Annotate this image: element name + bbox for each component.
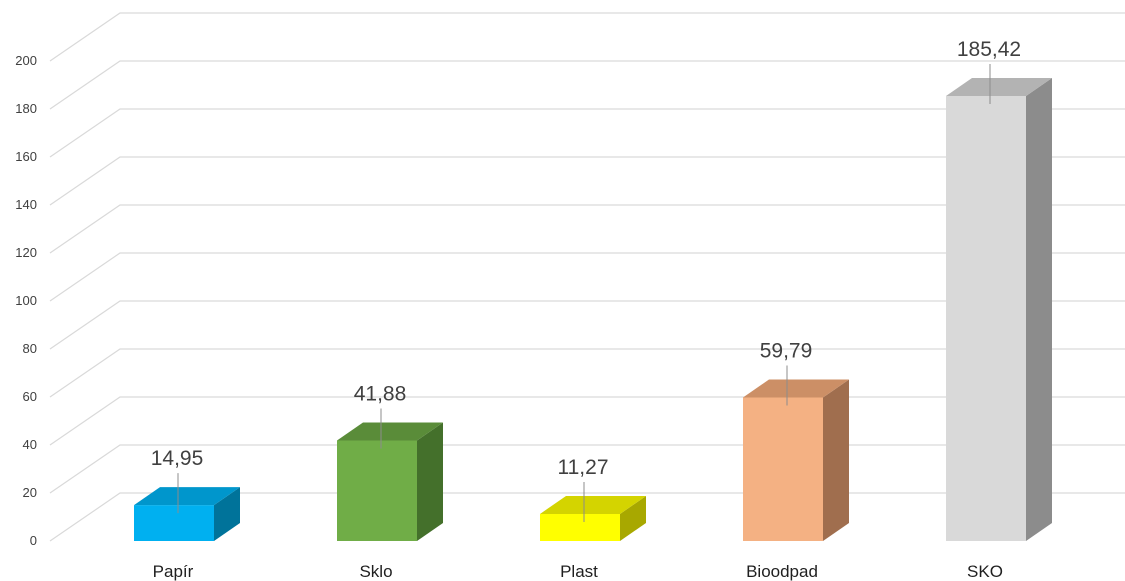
- x-axis-categories: Papír Sklo Plast Bioodpad SKO: [153, 562, 1003, 581]
- category-label: Papír: [153, 562, 194, 581]
- category-label: Sklo: [359, 562, 392, 581]
- gridline: [49, 300, 1125, 350]
- data-labels: 14,95 41,88 11,27 59,79 185,42: [151, 38, 1021, 522]
- bar-side: [823, 379, 849, 541]
- y-tick-label: 60: [23, 389, 37, 404]
- bar-front: [946, 95, 1026, 541]
- category-label: SKO: [967, 562, 1003, 581]
- data-label: 11,27: [558, 456, 609, 479]
- bar-top: [337, 422, 443, 441]
- y-tick-label: 140: [15, 197, 37, 212]
- y-tick-label: 20: [23, 485, 37, 500]
- bar: [743, 379, 849, 541]
- data-label: 41,88: [354, 382, 407, 405]
- data-label: 185,42: [957, 38, 1021, 61]
- bar-side: [620, 495, 646, 541]
- y-tick-label: 100: [15, 293, 37, 308]
- bar-side: [214, 487, 240, 541]
- bar: [134, 487, 240, 541]
- y-tick-label: 120: [15, 245, 37, 260]
- category-label: Bioodpad: [746, 562, 818, 581]
- bar-front: [134, 505, 214, 541]
- gridline: [49, 12, 1125, 62]
- bar: [540, 495, 646, 541]
- category-label: Plast: [560, 562, 598, 581]
- y-tick-label: 80: [23, 341, 37, 356]
- y-tick-label: 160: [15, 149, 37, 164]
- gridline: [49, 204, 1125, 254]
- bar: [337, 422, 443, 541]
- gridline: [49, 252, 1125, 302]
- gridline: [49, 156, 1125, 206]
- bar-front: [337, 440, 417, 541]
- data-label: 59,79: [760, 340, 813, 363]
- gridline: [49, 60, 1125, 110]
- bar-top: [134, 487, 240, 506]
- bar-front: [540, 513, 620, 541]
- bar-side: [1026, 77, 1052, 541]
- bar-top: [743, 379, 849, 398]
- gridlines: [49, 12, 1125, 542]
- y-tick-label: 40: [23, 437, 37, 452]
- bar-front: [743, 397, 823, 541]
- bar-top: [946, 77, 1052, 96]
- bars: [134, 77, 1052, 541]
- y-axis-ticks: 0 20 40 60 80 100 120 140 160 180 200: [15, 53, 37, 548]
- bar-top: [540, 495, 646, 514]
- y-tick-label: 180: [15, 101, 37, 116]
- bar-side: [417, 422, 443, 541]
- y-tick-label: 200: [15, 53, 37, 68]
- y-tick-label: 0: [30, 533, 37, 548]
- gridline: [49, 348, 1125, 398]
- data-label: 14,95: [151, 447, 204, 470]
- bar: [946, 77, 1052, 541]
- gridline: [49, 108, 1125, 158]
